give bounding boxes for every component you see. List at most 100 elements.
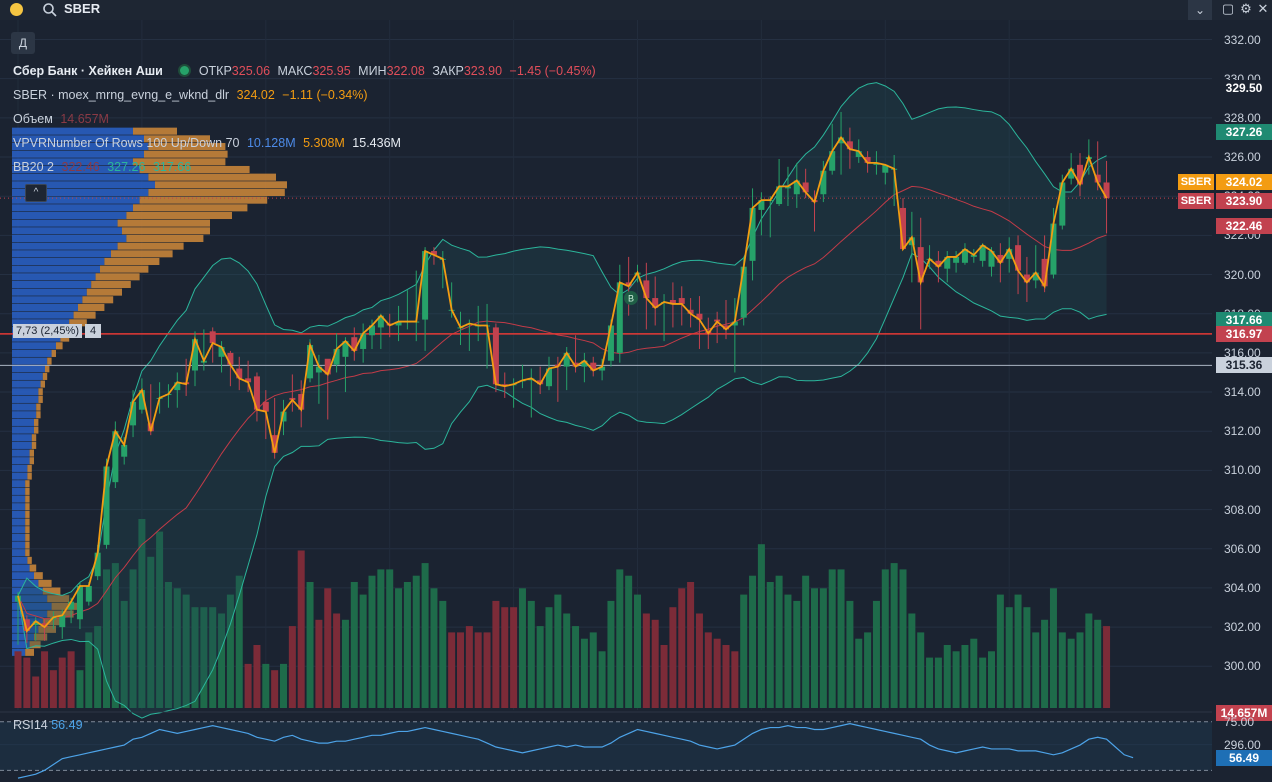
candle-body [59, 615, 66, 628]
price-tick-label: 302.00 [1224, 620, 1261, 635]
vpvr-down-bar [111, 250, 173, 258]
volume-bar [855, 638, 863, 708]
volume-bar [288, 626, 296, 708]
vpvr-down-bar [25, 541, 30, 549]
search-icon[interactable] [42, 2, 58, 18]
vpvr-up-bar [12, 434, 32, 442]
bb-lower-line [17, 252, 1107, 719]
high-label: МАКС [277, 64, 313, 78]
legend-title: Сбер Банк · Хейкен Аши [13, 64, 163, 78]
vpvr-up-bar [12, 257, 105, 266]
volume-value: 14.657M [60, 112, 109, 126]
candle-body [944, 256, 951, 269]
vpvr-down-bar [133, 127, 177, 135]
candle-body [599, 366, 606, 371]
close-label: ЗАКР [432, 64, 464, 78]
rsi-name: RSI14 [13, 718, 48, 732]
bb-name: BB20 2 [13, 160, 55, 174]
volume-bar [1032, 632, 1040, 708]
vpvr-down-bar [25, 518, 30, 526]
tag-volume: 14.657M [1216, 705, 1272, 722]
volume-bar [1049, 588, 1057, 708]
vpvr-down-bar [42, 372, 48, 380]
line2-name: SBER · moex_mrng_evng_e_wknd_dlr [13, 88, 230, 102]
candle-body [32, 621, 39, 626]
price-tick-label: 306.00 [1224, 541, 1261, 556]
legend-volume: Объем 14.657M [13, 112, 113, 126]
volume-bar [1076, 632, 1084, 708]
volume-bar [253, 645, 261, 708]
volume-bar [111, 563, 119, 708]
price-tick-label: 328.00 [1224, 110, 1261, 125]
price-chart[interactable]: B [0, 20, 1212, 782]
volume-bar [492, 600, 500, 708]
volume-bar [1067, 638, 1075, 708]
vpvr-up-bar [12, 280, 92, 288]
vpvr-down-bar [126, 234, 204, 243]
vpvr-down-bar [144, 150, 228, 158]
vpvr-down-bar [73, 311, 96, 319]
candle-body [76, 585, 83, 620]
buy-marker-label: B [628, 294, 634, 304]
candle-body [298, 394, 305, 410]
vpvr-down-bar [29, 457, 34, 465]
volume-bar [890, 563, 898, 708]
candle-body [838, 137, 845, 144]
legend-main: Сбер Банк · Хейкен Аши ОТКР325.06 МАКС32… [13, 64, 600, 78]
tag-rsi: 56.49 [1216, 749, 1272, 766]
candle-body [280, 411, 287, 422]
vpvr-down-bar [133, 158, 226, 166]
volume-bar [695, 613, 703, 708]
timeframe-button[interactable]: Д [11, 32, 35, 54]
candle-body [900, 207, 906, 250]
vpvr-down-bar [25, 533, 30, 541]
volume-bar [377, 569, 385, 708]
vpvr-up-bar [12, 602, 52, 610]
symbol-search-input[interactable]: SBER [64, 1, 101, 16]
candle-body [802, 182, 809, 193]
vpvr-down-bar [51, 602, 78, 610]
window-square-icon[interactable]: ▢ [1221, 1, 1235, 16]
volume-bar [766, 582, 774, 708]
chevron-down-icon[interactable]: ⌄ [1188, 0, 1212, 20]
vpvr-up-bar [12, 181, 155, 189]
vpvr-up-bar [12, 188, 149, 197]
volume-bar [793, 600, 801, 708]
collapse-legend-button[interactable]: ^ [25, 184, 47, 202]
close-icon[interactable]: ✕ [1257, 1, 1269, 16]
price-axis[interactable]: 332.00330.00328.00326.00324.00322.00320.… [1212, 20, 1272, 782]
vpvr-up-bar [12, 572, 34, 580]
volume-bar [368, 575, 376, 708]
vpvr-up-bar [12, 533, 26, 541]
vpvr-down-bar [139, 165, 250, 174]
tag-red-line: 316.97 [1216, 325, 1272, 342]
line2-value: 324.02 [236, 88, 275, 102]
candle-body [1103, 182, 1110, 199]
vpvr-up-bar [12, 349, 52, 357]
volume-bar [324, 588, 332, 708]
candle-body [784, 186, 791, 189]
candle-body [253, 376, 260, 410]
gear-icon[interactable]: ⚙ [1240, 1, 1252, 16]
heikin-ashi-close-line [17, 135, 1108, 633]
candle-body [501, 384, 508, 387]
candle-body [846, 141, 853, 150]
volume-bar [226, 594, 234, 708]
buy-marker: B [624, 291, 638, 305]
volume-bar [678, 588, 686, 708]
vpvr-down-bar [25, 510, 30, 518]
vpvr-up-bar [12, 173, 149, 181]
volume-bar [359, 594, 367, 708]
candle-body [652, 298, 659, 308]
candle-body [731, 321, 738, 326]
tag-bb-basis: 322.46 [1216, 218, 1272, 235]
rsi-value: 56.49 [51, 718, 83, 732]
tag-gray-line: 315.36 [1216, 357, 1272, 374]
candle-body [988, 251, 995, 267]
volume-bar [642, 613, 650, 708]
vpvr-up-bar [12, 372, 43, 380]
vpvr-up-bar [12, 457, 30, 465]
volume-bar [943, 645, 951, 708]
vpvr-up-bar [12, 196, 140, 204]
vpvr-down-bar [25, 549, 30, 557]
